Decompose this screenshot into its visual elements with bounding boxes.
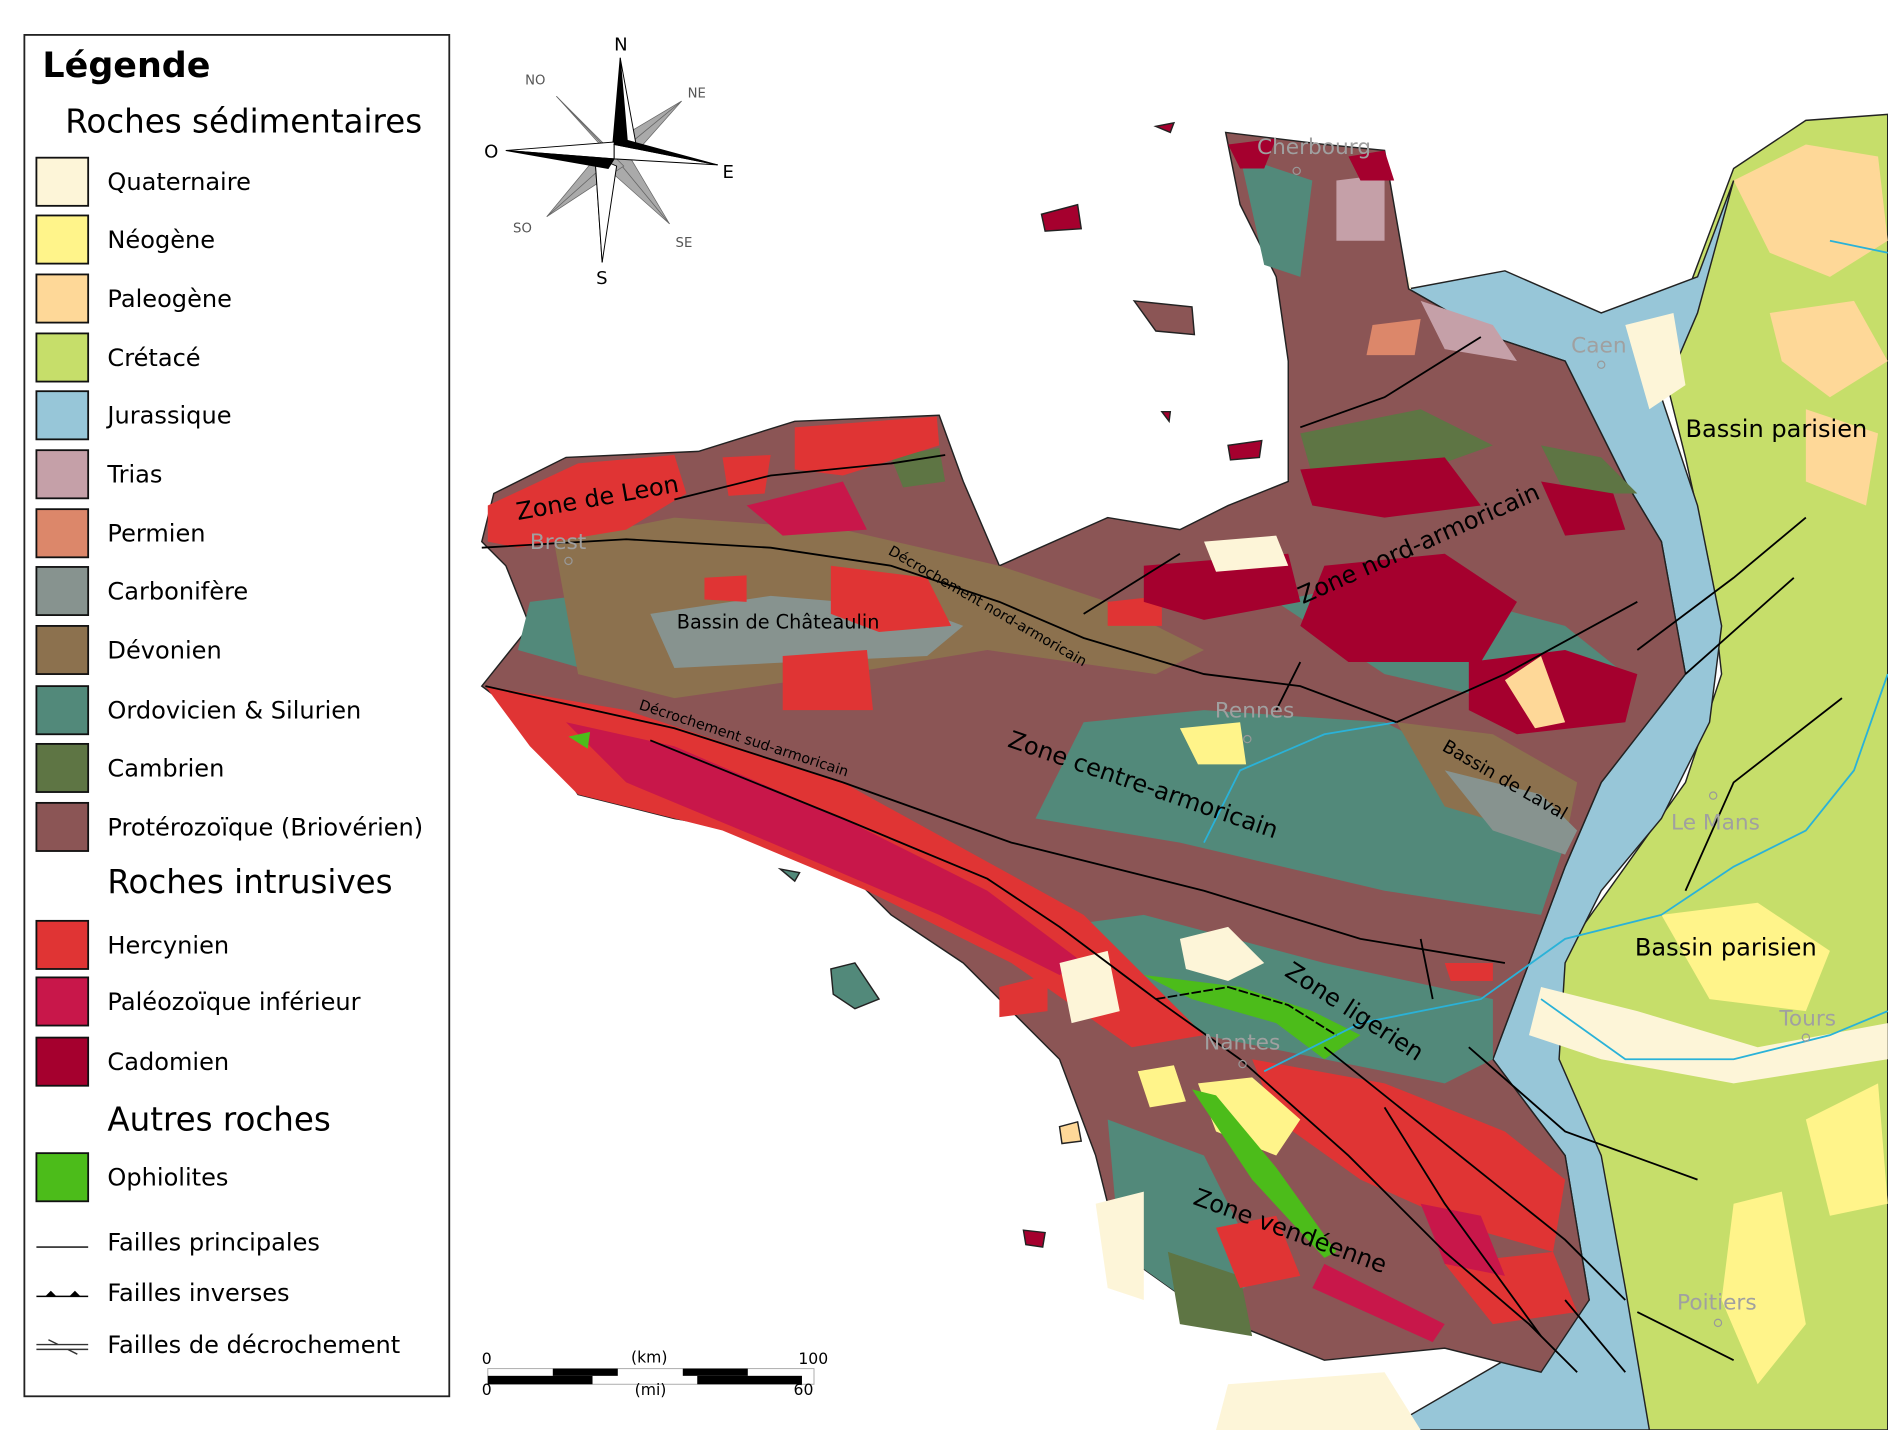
ordovician-bands bbox=[517, 156, 1626, 1313]
trias-patches bbox=[1336, 174, 1517, 362]
city-caen: Caen bbox=[1571, 334, 1626, 359]
label-bassin-parisien-1: Bassin parisien bbox=[1685, 415, 1867, 443]
legend-swatch bbox=[35, 273, 90, 324]
scale-km-end: 100 bbox=[798, 1349, 828, 1368]
legend-swatch bbox=[35, 332, 90, 383]
legend-item-label: Paléozoïque inférieur bbox=[107, 988, 360, 1016]
compass-o: O bbox=[484, 142, 498, 163]
legend: Légende Roches sédimentaires Quaternaire… bbox=[23, 34, 451, 1398]
legend-swatch bbox=[35, 685, 90, 736]
compass-s: S bbox=[596, 268, 607, 289]
scale-mi-end: 60 bbox=[794, 1380, 814, 1399]
neogene-inliers bbox=[1137, 722, 1301, 1156]
legend-swatch bbox=[35, 566, 90, 616]
legend-swatch bbox=[35, 919, 90, 970]
legend-item-label: Ophiolites bbox=[107, 1164, 228, 1192]
scale-mi-unit: (mi) bbox=[635, 1380, 667, 1399]
label-chateaulin: Bassin de Châteaulin bbox=[677, 610, 880, 633]
legend-item-label: Jurassique bbox=[105, 402, 231, 430]
legend-heading-other: Autres roches bbox=[107, 1100, 330, 1138]
legend-swatch bbox=[35, 449, 90, 500]
legend-swatch bbox=[35, 976, 90, 1027]
label-bassin-parisien-2: Bassin parisien bbox=[1635, 934, 1817, 962]
legend-item-label: Trias bbox=[106, 461, 162, 489]
fault-nord-armoricain bbox=[481, 538, 1397, 724]
scale-mi-start: 0 bbox=[482, 1380, 492, 1399]
legend-item-label: Ordovicien & Silurien bbox=[107, 697, 361, 725]
legend-line-main-faults: Failles principales bbox=[107, 1229, 319, 1257]
compass-no: NO bbox=[525, 73, 545, 88]
legend-swatch bbox=[35, 214, 90, 265]
legend-swatch bbox=[35, 1152, 90, 1203]
legend-item-label: Dévonien bbox=[107, 636, 221, 664]
city-nantes: Nantes bbox=[1204, 1031, 1280, 1056]
fault-sud-armoricain bbox=[485, 685, 1506, 964]
legend-heading-sedimentary: Roches sédimentaires bbox=[65, 102, 422, 140]
legend-line-strike-slip-faults: Failles de décrochement bbox=[107, 1331, 400, 1359]
map-area: Zone de Leon Zone nord-armoricain Zone c… bbox=[480, 113, 1888, 1430]
carboniferous-chateaulin bbox=[650, 595, 1578, 855]
scale-km-unit: (km) bbox=[631, 1348, 667, 1367]
city-tours: Tours bbox=[1778, 1007, 1836, 1032]
fault-south-branch-2 bbox=[1323, 1046, 1698, 1337]
island-jersey bbox=[1132, 300, 1196, 336]
island-small bbox=[1022, 121, 1263, 1248]
hercynian-granites bbox=[485, 416, 1578, 1325]
scale-km-start: 0 bbox=[482, 1349, 492, 1368]
compass-n: N bbox=[614, 35, 628, 56]
neogene-patches bbox=[1661, 902, 1888, 1385]
paleogene-inlier bbox=[1504, 656, 1566, 729]
faults bbox=[481, 336, 1843, 1373]
compass-e: E bbox=[723, 162, 734, 183]
city-poitiers: Poitiers bbox=[1677, 1291, 1757, 1316]
legend-item-label: Cadomien bbox=[107, 1048, 229, 1076]
city-brest: Brest bbox=[530, 530, 586, 555]
cities: Cherbourg Caen Brest Rennes Le Mans Nant… bbox=[530, 135, 1836, 1328]
legend-item-label: Cambrien bbox=[107, 754, 224, 782]
legend-swatch bbox=[35, 742, 90, 793]
legend-item-label: Crétacé bbox=[107, 344, 200, 372]
legend-item-label: Permien bbox=[107, 520, 205, 548]
legend-item-label: Protérozoïque (Briovérien) bbox=[107, 813, 423, 841]
scale-bar: 0 (km) 100 0 (mi) 60 bbox=[482, 1348, 828, 1400]
compass-rose-icon: N S E O NE NO SE SO bbox=[484, 35, 734, 290]
permian-patch bbox=[1366, 318, 1421, 356]
legend-swatch bbox=[35, 390, 90, 441]
fault-sud-armoricain-2 bbox=[649, 739, 1241, 1060]
island-guernsey bbox=[1040, 203, 1083, 232]
legend-swatch bbox=[35, 156, 90, 207]
city-rennes: Rennes bbox=[1215, 698, 1294, 723]
legend-item-label: Carbonifère bbox=[107, 577, 248, 605]
loire-river bbox=[1203, 239, 1888, 1073]
legend-heading-intrusive: Roches intrusives bbox=[107, 863, 392, 901]
city-le-mans: Le Mans bbox=[1671, 810, 1760, 835]
legend-swatch bbox=[35, 801, 90, 852]
fault-inverse-nantes bbox=[1155, 986, 1337, 1036]
legend-item-label: Néogène bbox=[107, 226, 215, 254]
fault-south-branch bbox=[1239, 1058, 1578, 1373]
legend-item-label: Quaternaire bbox=[107, 168, 250, 196]
legend-swatch bbox=[35, 508, 90, 559]
compass-so: SO bbox=[513, 221, 532, 236]
legend-title: Légende bbox=[42, 46, 210, 86]
island-noirmoutier bbox=[1058, 1120, 1083, 1145]
legend-line-reverse-faults: Failles inverses bbox=[107, 1279, 289, 1307]
legend-swatch bbox=[35, 625, 90, 675]
fault-leon bbox=[674, 454, 946, 501]
island-belle-ile bbox=[777, 867, 881, 1010]
fault-north-east bbox=[1083, 336, 1843, 1373]
compass-ne: NE bbox=[688, 87, 706, 102]
ophiolites bbox=[568, 731, 1361, 1258]
cadomian-granites bbox=[1143, 138, 1638, 735]
devonian-band bbox=[554, 517, 1578, 843]
compass-se: SE bbox=[676, 236, 693, 251]
paleogene-patches bbox=[1733, 144, 1888, 506]
legend-item-label: Paleogène bbox=[107, 285, 232, 313]
legend-item-label: Hercynien bbox=[107, 931, 229, 959]
city-cherbourg: Cherbourg bbox=[1257, 135, 1371, 160]
legend-swatch bbox=[35, 1036, 90, 1087]
